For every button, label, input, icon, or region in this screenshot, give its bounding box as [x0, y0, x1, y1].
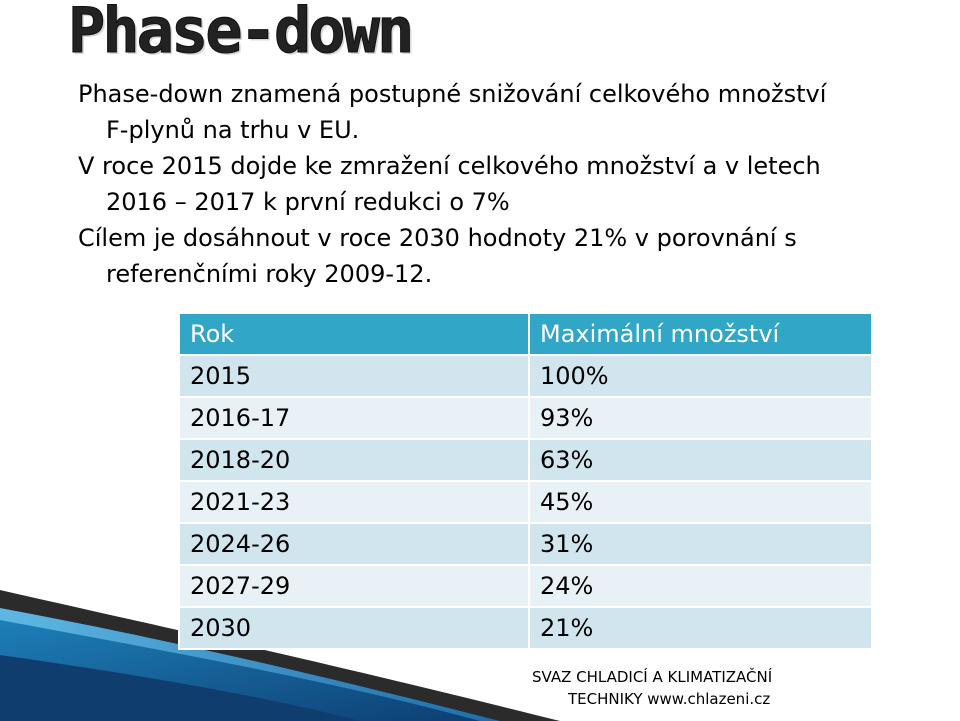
bullet-item: Phase-down znamená postupné snižování ce…	[78, 76, 938, 148]
bullet-line: V roce 2015 dojde ke zmražení celkového …	[78, 152, 821, 180]
table-header-row: Rok Maximální množství	[178, 312, 873, 356]
decorative-swoosh	[0, 590, 560, 721]
table-row: 2021-23 45%	[178, 480, 873, 524]
table-row: 2016-17 93%	[178, 396, 873, 440]
table-cell-year: 2015	[178, 354, 530, 398]
table-cell-year: 2018-20	[178, 438, 530, 482]
table-cell-year: 2021-23	[178, 480, 530, 524]
bullet-line: F-plynů na trhu v EU.	[106, 116, 360, 144]
table-cell-value: 93%	[528, 396, 873, 440]
bullet-item: Cílem je dosáhnout v roce 2030 hodnoty 2…	[78, 220, 938, 292]
table-row: 2018-20 63%	[178, 438, 873, 482]
bullet-item: V roce 2015 dojde ke zmražení celkového …	[78, 148, 938, 220]
table-cell-value: 31%	[528, 522, 873, 566]
table-cell-year: 2030	[178, 606, 530, 650]
table-cell-value: 63%	[528, 438, 873, 482]
footer-line: SVAZ CHLADICÍ A KLIMATIZAČNÍ	[532, 668, 773, 686]
footer-line: TECHNIKY www.chlazeni.cz	[568, 690, 771, 708]
bullet-line: 2016 – 2017 k první redukci o 7%	[106, 188, 510, 216]
table-cell-year: 2027-29	[178, 564, 530, 608]
table-row: 2030 21%	[178, 606, 873, 650]
bullet-line: Cílem je dosáhnout v roce 2030 hodnoty 2…	[78, 224, 797, 252]
column-header-year: Rok	[178, 312, 530, 356]
table-row: 2024-26 31%	[178, 522, 873, 566]
table-row: 2015 100%	[178, 354, 873, 398]
table-cell-year: 2024-26	[178, 522, 530, 566]
table-cell-value: 24%	[528, 564, 873, 608]
table-cell-value: 45%	[528, 480, 873, 524]
table-cell-year: 2016-17	[178, 396, 530, 440]
table-row: 2027-29 24%	[178, 564, 873, 608]
column-header-max-amount: Maximální množství	[528, 312, 873, 356]
phase-down-table: Rok Maximální množství 2015 100% 2016-17…	[178, 312, 873, 650]
table-cell-value: 21%	[528, 606, 873, 650]
bullet-list: Phase-down znamená postupné snižování ce…	[78, 76, 938, 292]
footer-credit: SVAZ CHLADICÍ A KLIMATIZAČNÍ TECHNIKY ww…	[532, 666, 792, 710]
bullet-line: referenčními roky 2009-12.	[106, 260, 433, 288]
page-title: Phase-down	[67, 0, 414, 68]
bullet-line: Phase-down znamená postupné snižování ce…	[78, 80, 827, 108]
table-cell-value: 100%	[528, 354, 873, 398]
